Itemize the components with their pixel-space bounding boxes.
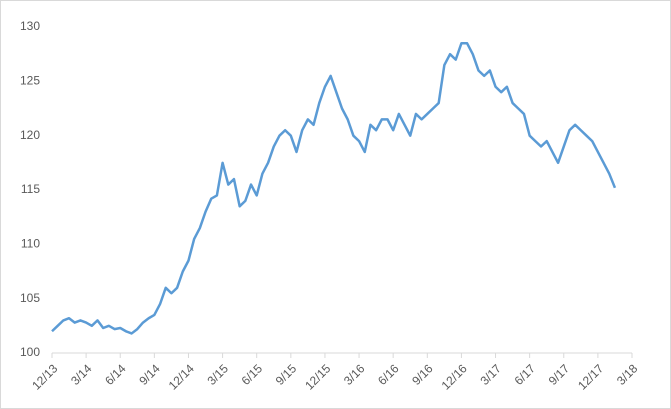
y-tick-label: 110 bbox=[21, 237, 40, 251]
y-tick-label: 105 bbox=[20, 291, 40, 305]
y-tick-label: 130 bbox=[20, 19, 40, 33]
y-tick-label: 115 bbox=[21, 182, 40, 196]
line-series bbox=[51, 42, 617, 335]
y-tick-label: 125 bbox=[20, 74, 40, 88]
y-tick-label: 100 bbox=[20, 345, 40, 359]
y-tick-label: 120 bbox=[20, 128, 40, 142]
